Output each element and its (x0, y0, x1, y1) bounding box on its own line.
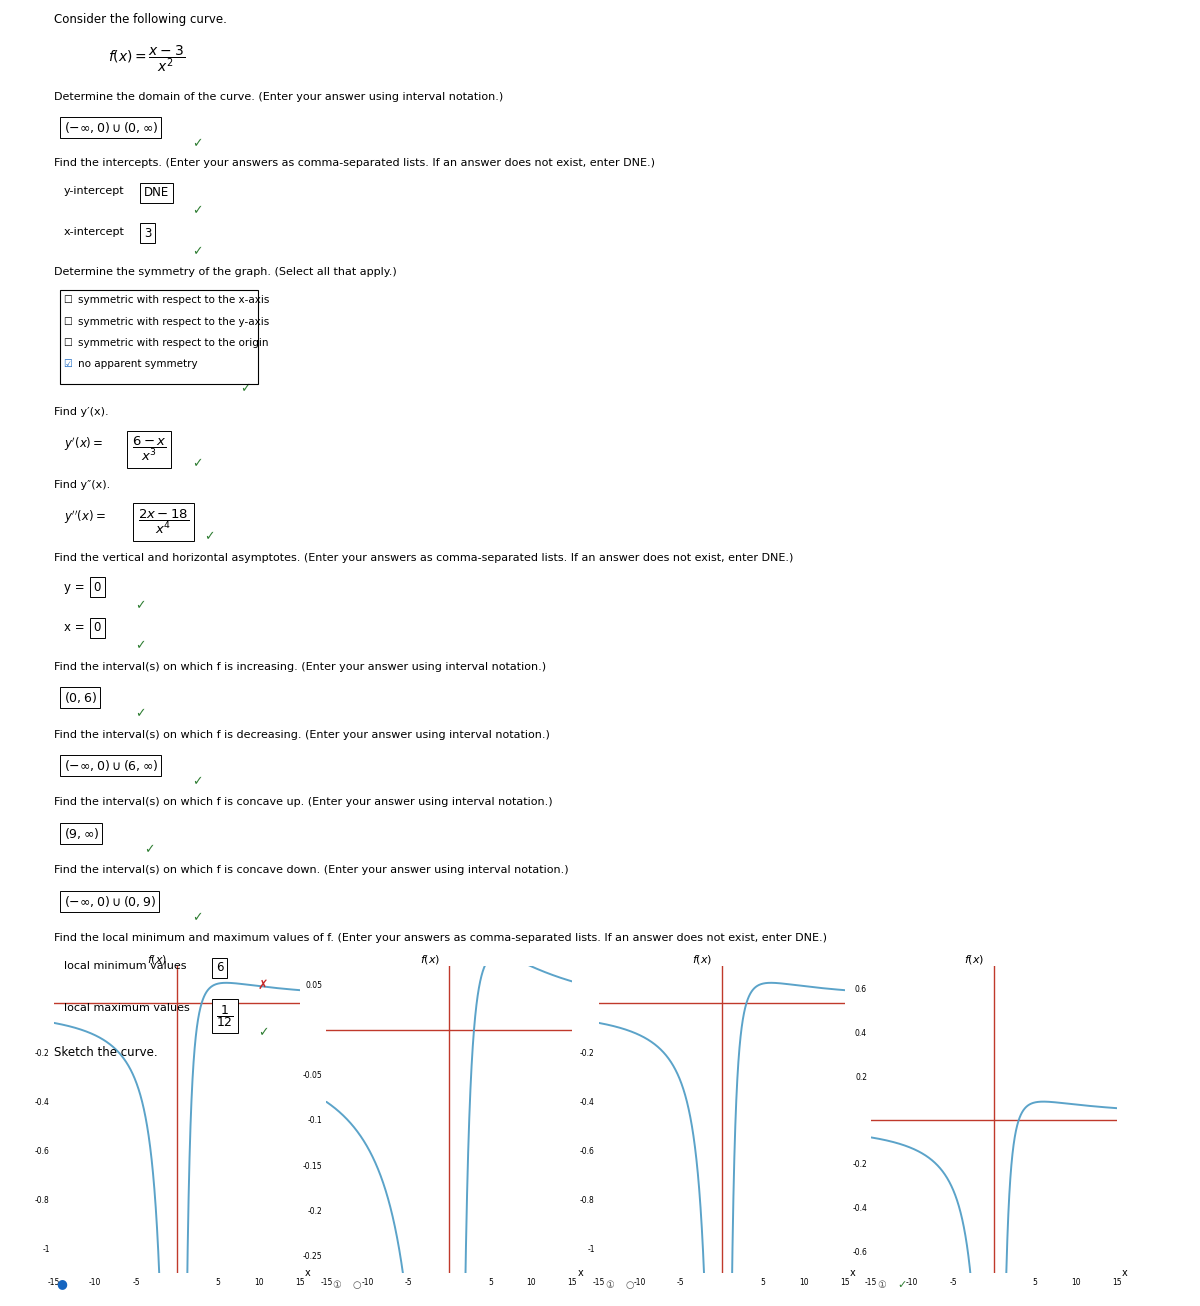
Text: x: x (850, 1268, 856, 1279)
Text: Consider the following curve.: Consider the following curve. (54, 13, 227, 26)
Text: DNE: DNE (144, 187, 169, 199)
Text: ✓: ✓ (898, 1280, 907, 1290)
Text: Find the vertical and horizontal asymptotes. (Enter your answers as comma-separa: Find the vertical and horizontal asympto… (54, 552, 793, 563)
Text: ✓: ✓ (192, 457, 203, 470)
Text: $\dfrac{2x-18}{x^4}$: $\dfrac{2x-18}{x^4}$ (138, 508, 190, 537)
Text: ✓: ✓ (136, 640, 146, 653)
Text: $\dfrac{6-x}{x^3}$: $\dfrac{6-x}{x^3}$ (132, 435, 167, 464)
Text: $y''(x) =$: $y''(x) =$ (64, 508, 106, 525)
Text: ①: ① (877, 1280, 886, 1290)
Text: ✓: ✓ (204, 530, 215, 543)
Text: 0: 0 (94, 622, 101, 635)
Text: ①: ① (605, 1280, 613, 1290)
Text: Determine the symmetry of the graph. (Select all that apply.): Determine the symmetry of the graph. (Se… (54, 268, 397, 277)
Text: symmetric with respect to the origin: symmetric with respect to the origin (78, 338, 269, 347)
Text: $(-\infty,0) \cup (6,\infty)$: $(-\infty,0) \cup (6,\infty)$ (64, 757, 158, 773)
Text: symmetric with respect to the y-axis: symmetric with respect to the y-axis (78, 317, 269, 326)
Text: ☐: ☐ (64, 295, 72, 306)
Text: Sketch the curve.: Sketch the curve. (54, 1046, 157, 1059)
Title: $f(x)$: $f(x)$ (965, 953, 985, 965)
Text: local minimum values: local minimum values (64, 961, 186, 972)
Text: ✓: ✓ (258, 1027, 269, 1040)
Text: Find the interval(s) on which f is increasing. (Enter your answer using interval: Find the interval(s) on which f is incre… (54, 662, 546, 671)
Text: 0: 0 (94, 581, 101, 594)
Text: y =: y = (64, 581, 84, 594)
Text: 6: 6 (216, 961, 223, 974)
Text: x: x (305, 1268, 311, 1279)
Text: Find y″(x).: Find y″(x). (54, 479, 110, 490)
Text: ✗: ✗ (258, 978, 269, 991)
Text: $(-\infty,0) \cup (0,9)$: $(-\infty,0) \cup (0,9)$ (64, 893, 156, 909)
Text: ①: ① (332, 1280, 341, 1290)
Text: $(0,6)$: $(0,6)$ (64, 690, 97, 705)
Text: local maximum values: local maximum values (64, 1003, 190, 1013)
Text: 3: 3 (144, 227, 151, 239)
Title: $f(x)$: $f(x)$ (148, 953, 168, 965)
Text: symmetric with respect to the x-axis: symmetric with respect to the x-axis (78, 295, 269, 306)
Text: ●: ● (56, 1277, 67, 1290)
Text: Find the interval(s) on which f is concave up. (Enter your answer using interval: Find the interval(s) on which f is conca… (54, 798, 553, 807)
Text: Find the local minimum and maximum values of f. (Enter your answers as comma-sep: Find the local minimum and maximum value… (54, 932, 827, 943)
Text: Determine the domain of the curve. (Enter your answer using interval notation.): Determine the domain of the curve. (Ente… (54, 91, 503, 102)
Text: x =: x = (64, 622, 84, 635)
Text: $(-\infty,0) \cup (0,\infty)$: $(-\infty,0) \cup (0,\infty)$ (64, 120, 158, 136)
Text: ☑: ☑ (64, 359, 72, 370)
Text: ☐: ☐ (64, 317, 72, 326)
Text: ✓: ✓ (144, 844, 155, 855)
Text: x: x (577, 1268, 583, 1279)
Text: ✓: ✓ (136, 708, 146, 721)
Text: ○: ○ (625, 1280, 634, 1290)
Text: ✓: ✓ (192, 910, 203, 923)
Text: x: x (1122, 1268, 1128, 1279)
Text: y-intercept: y-intercept (64, 187, 125, 196)
Text: ✓: ✓ (240, 383, 251, 396)
Text: no apparent symmetry: no apparent symmetry (78, 359, 198, 370)
Text: $\dfrac{1}{12}$: $\dfrac{1}{12}$ (216, 1003, 234, 1029)
Title: $f(x)$: $f(x)$ (420, 953, 440, 965)
Text: $f(x) = \dfrac{x-3}{x^2}$: $f(x) = \dfrac{x-3}{x^2}$ (108, 43, 185, 74)
Text: ☐: ☐ (64, 338, 72, 347)
Text: ✓: ✓ (192, 137, 203, 150)
Text: $y'(x) =$: $y'(x) =$ (64, 435, 103, 453)
Text: Find the intercepts. (Enter your answers as comma-separated lists. If an answer : Find the intercepts. (Enter your answers… (54, 158, 655, 167)
Text: ✓: ✓ (192, 204, 203, 217)
Title: $f(x)$: $f(x)$ (692, 953, 713, 965)
Text: ○: ○ (353, 1280, 361, 1290)
Text: Find the interval(s) on which f is decreasing. (Enter your answer using interval: Find the interval(s) on which f is decre… (54, 730, 550, 739)
Text: ✓: ✓ (192, 244, 203, 257)
Text: ✓: ✓ (192, 776, 203, 789)
Text: $(9,\infty)$: $(9,\infty)$ (64, 825, 100, 841)
Text: Find y′(x).: Find y′(x). (54, 406, 109, 417)
Text: Find the interval(s) on which f is concave down. (Enter your answer using interv: Find the interval(s) on which f is conca… (54, 866, 569, 875)
Text: ✓: ✓ (136, 599, 146, 613)
Text: x-intercept: x-intercept (64, 227, 125, 236)
